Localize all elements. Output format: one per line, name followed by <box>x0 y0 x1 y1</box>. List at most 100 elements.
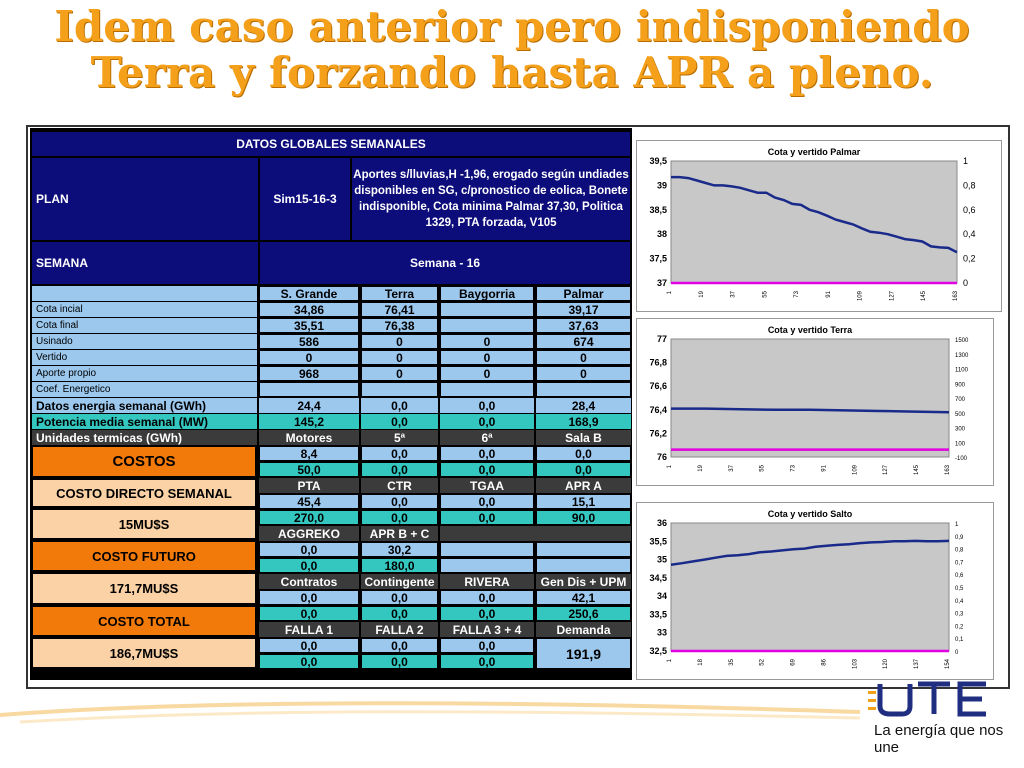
chart-title: Cota y vertido Salto <box>768 509 853 519</box>
y2-tick-label: 0 <box>963 278 968 288</box>
y-tick-label: 76,2 <box>649 428 667 438</box>
grid-empty <box>536 558 631 573</box>
y2-tick-label: 100 <box>955 441 966 447</box>
grid-value: 0,0 <box>361 590 438 605</box>
grid-header: Contingente <box>361 574 438 589</box>
grid-value: 45,4 <box>259 494 359 509</box>
row-value: 0 <box>259 350 359 365</box>
ute-logo <box>868 681 986 717</box>
row-value: 0 <box>440 334 534 349</box>
title-line-2: Terra y forzando hasta APR a pleno. <box>90 48 934 97</box>
plan-description: Aportes s/lluvias,H -1,96, erogado según… <box>352 158 630 240</box>
y2-tick-label: 0,2 <box>955 624 964 630</box>
grid-value: 90,0 <box>536 510 631 525</box>
row-value: 0 <box>536 350 631 365</box>
grid-header: Gen Dis + UPM <box>536 574 631 589</box>
blank-cell <box>32 286 257 301</box>
x-tick-label: 127 <box>889 290 895 301</box>
y-tick-label: 38 <box>657 229 667 239</box>
grid-value: 0,0 <box>259 654 359 669</box>
table-header: DATOS GLOBALES SEMANALES <box>32 132 630 156</box>
semana-value: Semana - 16 <box>260 242 630 284</box>
grid-value: 0,0 <box>440 606 534 621</box>
costo-futuro-value: 171,7MU$S <box>32 573 256 604</box>
grid-header: FALLA 2 <box>361 622 438 637</box>
termicas-header: 6ª <box>440 430 534 445</box>
row-value <box>440 318 534 333</box>
row-value: 34,86 <box>259 302 359 317</box>
x-tick-label: 1 <box>667 658 673 662</box>
grid-value: 0,0 <box>361 510 438 525</box>
y2-tick-label: 0,7 <box>955 560 964 566</box>
row-value: 968 <box>259 366 359 381</box>
row-label: Cota final <box>32 318 257 333</box>
row-value: 0 <box>361 350 438 365</box>
costo-directo-value: 15MU$S <box>32 509 256 539</box>
x-tick-label: 145 <box>914 464 920 475</box>
row-value: 0 <box>361 366 438 381</box>
y2-tick-label: 300 <box>955 427 966 433</box>
y-tick-label: 76 <box>657 452 667 462</box>
row-value <box>536 382 631 397</box>
grid-header: APR B + C <box>361 526 438 541</box>
row-value: 0 <box>361 334 438 349</box>
y2-tick-label: -100 <box>955 456 968 462</box>
y-tick-label: 35 <box>657 555 667 565</box>
grid-header-empty <box>440 526 631 541</box>
costos-label: COSTOS <box>32 446 256 477</box>
y-tick-label: 33 <box>657 628 667 638</box>
plot-area <box>670 522 950 652</box>
x-tick-label: 127 <box>883 464 889 475</box>
grid-value: 8,4 <box>259 446 359 461</box>
grid-value: 0,0 <box>440 510 534 525</box>
row-label: Coef. Energetico <box>32 382 257 397</box>
costo-futuro-label: COSTO FUTURO <box>32 541 256 571</box>
chart-terra: Cota y vertido Terra 77 76,8 76,6 76,4 76,2 76… <box>636 318 994 486</box>
x-tick-label: 145 <box>921 290 927 301</box>
x-tick-label: 19 <box>699 290 705 297</box>
grid-header: FALLA 1 <box>259 622 359 637</box>
row-value: 0 <box>440 350 534 365</box>
energia-label: Datos energia semanal (GWh) <box>32 398 257 413</box>
grid-value: 0,0 <box>440 494 534 509</box>
row-value: 35,51 <box>259 318 359 333</box>
costo-directo-label: COSTO DIRECTO SEMANAL <box>32 479 256 507</box>
row-label: Usinado <box>32 334 257 349</box>
title-line-1: Idem caso anterior pero indisponiendo <box>54 2 970 51</box>
potencia-value: 0,0 <box>440 414 534 429</box>
termicas-header: Sala B <box>536 430 631 445</box>
column-header: Baygorria <box>440 286 534 301</box>
y-tick-label: 38,5 <box>649 205 667 215</box>
x-tick-label: 109 <box>852 464 858 475</box>
grid-value: 0,0 <box>259 590 359 605</box>
grid-value: 0,0 <box>440 654 534 669</box>
energia-value: 24,4 <box>259 398 359 413</box>
row-label: Vertido <box>32 350 257 365</box>
grid-value: 250,6 <box>536 606 631 621</box>
y2-tick-label: 0,4 <box>955 599 964 605</box>
y-tick-label: 39 <box>657 180 667 190</box>
grid-value: 0,0 <box>361 638 438 653</box>
series-line <box>670 539 950 566</box>
x-tick-label: 18 <box>698 658 704 665</box>
grid-value: 0,0 <box>361 494 438 509</box>
y-tick-label: 39,5 <box>649 156 667 166</box>
energia-value: 0,0 <box>440 398 534 413</box>
grid-value: 0,0 <box>259 606 359 621</box>
grid-empty <box>440 542 534 557</box>
row-label: Cota incial <box>32 302 257 317</box>
x-tick-label: 73 <box>794 290 800 297</box>
x-tick-label: 91 <box>821 464 827 471</box>
series-line <box>671 407 950 414</box>
y-tick-label: 76,6 <box>649 381 667 391</box>
grid-value: 30,2 <box>361 542 438 557</box>
y-tick-label: 33,5 <box>649 609 667 619</box>
costo-total-value: 186,7MU$S <box>32 638 256 668</box>
column-header: Palmar <box>536 286 631 301</box>
grid-value: 180,0 <box>361 558 438 573</box>
x-tick-label: 109 <box>858 290 864 301</box>
y-tick-label: 34 <box>657 591 667 601</box>
potencia-label: Potencia media semanal (MW) <box>32 414 257 429</box>
x-tick-label: 35 <box>729 658 735 665</box>
semana-label: SEMANA <box>32 242 258 284</box>
